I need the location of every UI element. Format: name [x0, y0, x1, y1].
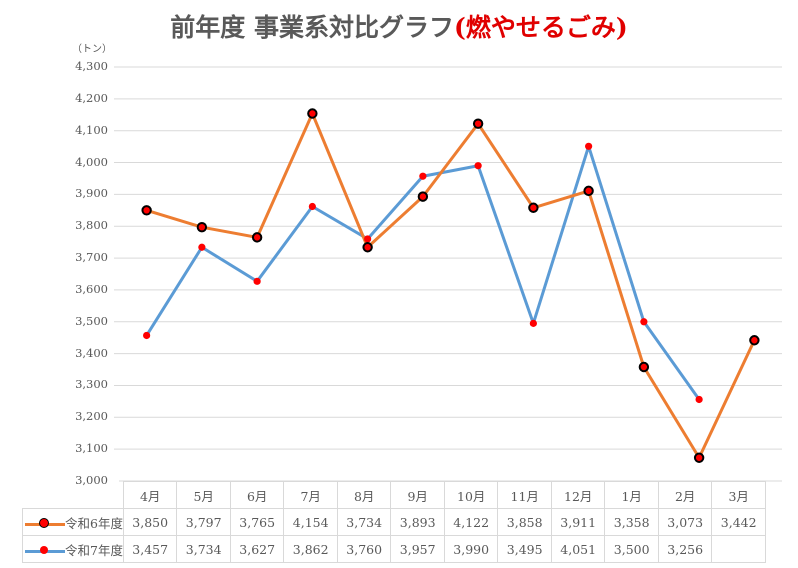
data-point-marker	[640, 318, 648, 326]
y-tick-label: 3,200	[75, 409, 108, 424]
table-cell: 3,734	[176, 535, 231, 563]
table-row-r6: 令和6年度 3,850 3,797 3,765 4,154 3,734 3,89…	[22, 508, 766, 536]
month-header: 2月	[657, 481, 713, 509]
table-cell: 3,495	[497, 535, 552, 563]
table-row-r7: 令和7年度 3,457 3,734 3,627 3,862 3,760 3,95…	[22, 535, 766, 563]
y-tick-label: 3,700	[75, 250, 108, 265]
table-header-row: 4月 5月 6月 7月 8月 9月 10月 11月 12月 1月 2月 3月	[22, 481, 766, 509]
table-cell	[711, 535, 766, 563]
data-point-marker	[251, 232, 263, 243]
table-cell: 4,122	[443, 508, 499, 536]
table-cell: 3,500	[604, 535, 659, 563]
table-cell: 3,797	[176, 508, 231, 536]
table-cell: 3,734	[336, 508, 392, 536]
chart-title: 前年度 事業系対比グラフ(燃やせるごみ)	[0, 8, 798, 44]
data-point-marker	[141, 205, 152, 216]
table-cell: 4,154	[283, 508, 338, 536]
table-cell: 3,627	[229, 535, 285, 563]
y-tick-label: 3,400	[75, 345, 108, 360]
data-point-marker	[749, 335, 760, 346]
table-cell: 3,358	[604, 508, 659, 536]
y-axis-unit: （トン）	[72, 44, 112, 55]
month-header: 4月	[122, 481, 178, 509]
month-header: 6月	[229, 481, 285, 509]
y-tick-label: 3,900	[75, 186, 108, 201]
series-line-r7	[145, 144, 701, 401]
table-cell: 3,442	[711, 508, 766, 536]
table-cell: 3,862	[283, 535, 338, 563]
chart-title-main: 前年度 事業系対比グラフ	[170, 13, 455, 42]
data-point-marker	[307, 108, 318, 119]
data-point-marker	[143, 331, 151, 340]
table-cell: 3,957	[390, 535, 445, 563]
table-cell: 4,051	[550, 535, 606, 563]
data-table: 4月 5月 6月 7月 8月 9月 10月 11月 12月 1月 2月 3月 令…	[22, 481, 766, 563]
table-cell: 3,765	[229, 508, 285, 536]
series-lines	[145, 111, 756, 460]
data-point-marker	[638, 361, 650, 373]
data-point-marker	[474, 162, 482, 170]
y-tick-label: 3,600	[75, 281, 108, 296]
data-point-marker	[362, 242, 373, 253]
y-tick-label: 4,300	[75, 59, 108, 73]
table-cell: 3,457	[122, 535, 178, 563]
y-tick-label: 3,300	[75, 377, 108, 392]
data-point-marker	[472, 118, 484, 129]
legend-blue-line-icon	[25, 545, 65, 557]
chart-title-highlight: (燃やせるごみ)	[454, 13, 628, 42]
month-header: 9月	[390, 481, 445, 509]
data-point-marker	[695, 395, 703, 404]
data-point-marker	[364, 235, 372, 243]
series-line-r6	[146, 111, 756, 460]
data-point-marker	[529, 319, 537, 327]
y-tick-label: 4,000	[75, 154, 108, 169]
legend-orange-line-icon	[25, 518, 65, 530]
table-cell: 3,990	[443, 535, 499, 563]
y-tick-label: 4,200	[75, 90, 108, 105]
y-tick-label: 4,100	[75, 122, 108, 137]
table-cell: 3,893	[390, 508, 445, 536]
month-header: 1月	[604, 481, 659, 509]
table-cell: 3,256	[657, 535, 713, 563]
legend-label: 令和6年度	[65, 515, 123, 531]
data-point-marker	[583, 185, 594, 197]
data-point-marker	[693, 452, 705, 463]
month-header: 3月	[711, 481, 766, 509]
data-point-marker	[308, 202, 316, 211]
table-cell: 3,858	[497, 508, 552, 536]
month-header: 10月	[443, 481, 499, 509]
data-point-marker	[253, 277, 261, 285]
month-header: 12月	[550, 481, 606, 509]
table-cell: 3,911	[550, 508, 606, 536]
table-cell: 3,850	[122, 508, 178, 536]
data-point-marker	[198, 243, 206, 251]
legend-label: 令和7年度	[65, 542, 123, 558]
table-cell: 3,760	[336, 535, 392, 563]
month-header: 8月	[336, 481, 392, 509]
table-cell: 3,073	[657, 508, 713, 536]
data-point-marker	[419, 172, 427, 180]
y-tick-label: 3,100	[75, 441, 108, 456]
month-header: 11月	[497, 481, 552, 509]
data-point-marker	[585, 142, 593, 150]
month-header: 5月	[176, 481, 231, 509]
series-markers	[141, 108, 760, 463]
data-point-marker	[528, 202, 539, 213]
legend-r6: 令和6年度	[22, 508, 124, 536]
table-corner	[22, 481, 124, 509]
month-header: 7月	[283, 481, 338, 509]
data-point-marker	[417, 191, 429, 202]
y-tick-label: 3,800	[75, 218, 108, 233]
y-tick-label: 3,500	[75, 313, 108, 328]
legend-r7: 令和7年度	[22, 535, 124, 563]
gridlines	[114, 66, 782, 482]
data-point-marker	[196, 221, 208, 233]
